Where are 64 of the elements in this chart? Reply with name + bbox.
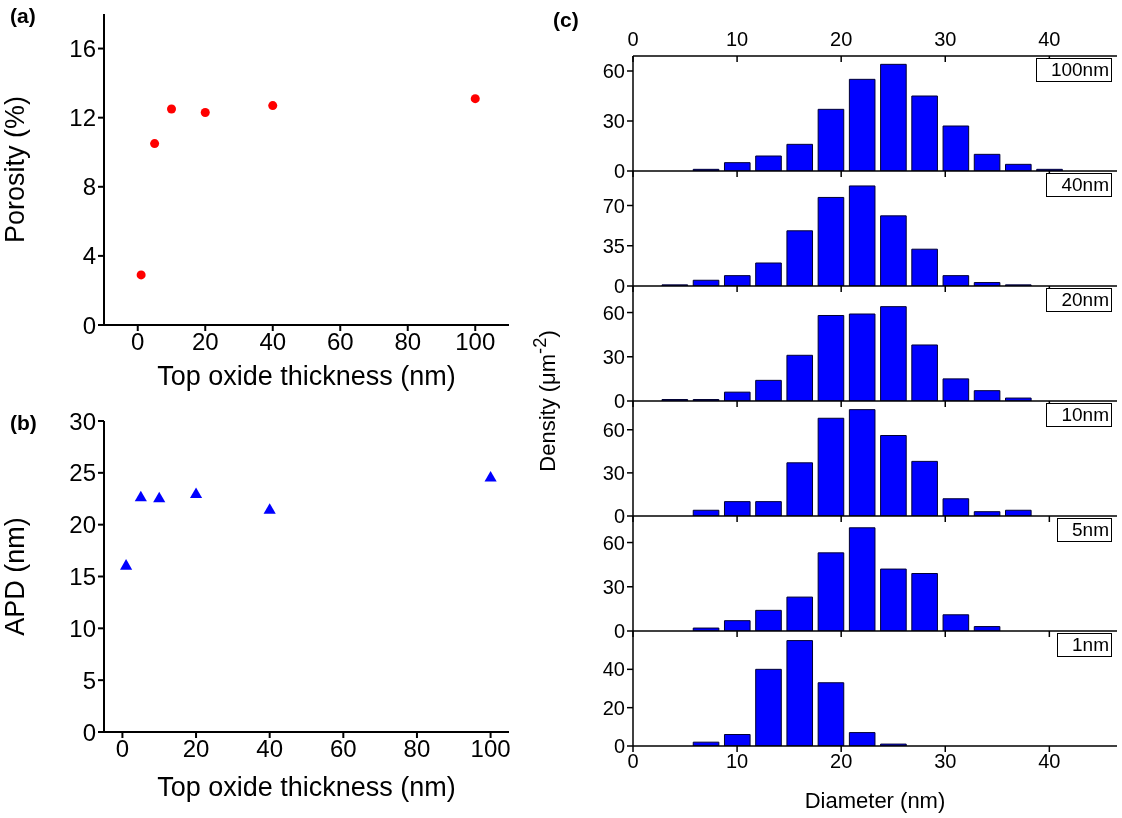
x2-tick-label: 40: [1038, 28, 1061, 50]
x-tick-label: 80: [394, 328, 422, 356]
y-tick-label: 0: [613, 620, 625, 643]
x-tick-label: 30: [934, 750, 957, 773]
y-tick-label: 20: [69, 511, 96, 539]
y-tick-label: 8: [82, 173, 96, 201]
y-tick-label: 15: [69, 563, 96, 591]
y-tick-label: 60: [602, 418, 625, 441]
y-tick-label: 30: [602, 575, 625, 598]
x-tick-label: 60: [326, 328, 354, 356]
y-tick-label: 16: [69, 35, 96, 63]
x-tick-label: 100: [455, 328, 496, 356]
y-tick-label: 60: [602, 531, 625, 554]
y-axis-title: Porosity (%): [0, 95, 30, 244]
chart-title: (b): [10, 411, 37, 435]
annotation: 40nm: [1046, 173, 1112, 197]
x-tick-label: 20: [182, 735, 210, 763]
x-tick-label: 40: [1038, 750, 1061, 773]
y-tick-label: 30: [602, 110, 625, 133]
x2-tick-label: 30: [934, 28, 957, 50]
y-tick-label: 0: [613, 275, 625, 298]
chart-title: (c): [553, 8, 579, 32]
x-tick-label: 40: [256, 735, 284, 763]
x-tick-label: 10: [725, 750, 749, 773]
y-tick-label: 30: [69, 407, 96, 435]
annotation: 10nm: [1046, 403, 1112, 427]
y-tick-label: 10: [69, 614, 96, 642]
x-tick-label: 0: [115, 735, 130, 763]
x-tick-label: 0: [627, 750, 639, 773]
y-tick-label: 12: [69, 104, 96, 132]
x-tick-label: 100: [470, 735, 511, 763]
annotation: 100nm: [1035, 58, 1112, 82]
chart-title: (a): [10, 4, 36, 28]
x2-tick-label: 10: [725, 28, 749, 50]
y-tick-label: 0: [613, 390, 625, 413]
y-tick-label: 40: [602, 658, 625, 681]
x2-tick-label: 0: [627, 28, 639, 50]
y-tick-label: 5: [82, 666, 96, 694]
y-tick-label: 60: [602, 301, 625, 324]
y-axis-title: APD (nm): [0, 517, 30, 636]
y-tick-label: 4: [82, 242, 96, 270]
x-axis-title: Diameter (nm): [804, 788, 946, 813]
x-tick-label: 20: [830, 750, 853, 773]
y-tick-label: 20: [602, 696, 625, 719]
y-tick-label: 35: [602, 234, 625, 257]
x-tick-label: 60: [329, 735, 357, 763]
x-axis-title: Top oxide thickness (nm): [157, 361, 456, 391]
x-tick-label: 0: [131, 328, 145, 356]
annotation: 1nm: [1057, 633, 1112, 657]
x-tick-label: 80: [403, 735, 431, 763]
x-tick-label: 40: [259, 328, 287, 356]
y-tick-label: 30: [602, 461, 625, 484]
x-axis-title: Top oxide thickness (nm): [157, 772, 456, 802]
annotation: 5nm: [1057, 518, 1112, 542]
x2-tick-label: 20: [830, 28, 853, 50]
y-tick-label: 0: [82, 718, 96, 746]
y-tick-label: 25: [69, 459, 96, 487]
y-tick-label: 0: [613, 160, 625, 183]
y-tick-label: 0: [613, 505, 625, 528]
x-tick-label: 20: [191, 328, 219, 356]
y-tick-label: 70: [602, 194, 625, 217]
y-tick-label: 60: [602, 60, 625, 83]
annotation: 20nm: [1046, 288, 1112, 312]
y-tick-label: 0: [82, 311, 96, 339]
